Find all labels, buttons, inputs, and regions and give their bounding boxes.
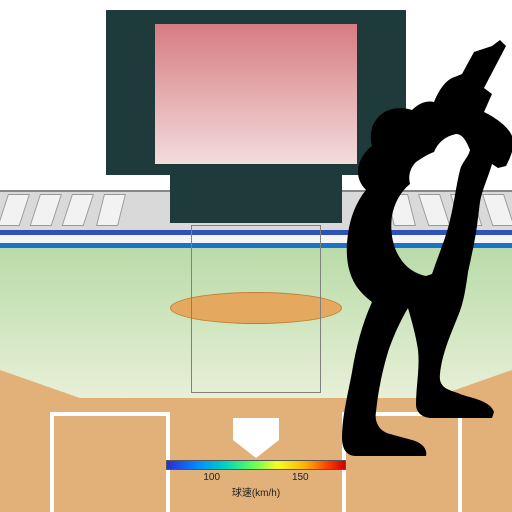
tick-100: 100 [203,472,220,483]
batter-silhouette-icon [278,40,512,512]
tick-150: 150 [292,472,309,483]
speed-colorbar [166,460,346,470]
batters-box-left [50,412,170,512]
speed-ticks: . 100 . 150 . [166,472,346,483]
pitch-location-diagram: . 100 . 150 . 球速(km/h) [0,0,512,512]
speed-axis-label: 球速(km/h) [166,484,346,499]
speed-legend: . 100 . 150 . 球速(km/h) [166,460,346,499]
